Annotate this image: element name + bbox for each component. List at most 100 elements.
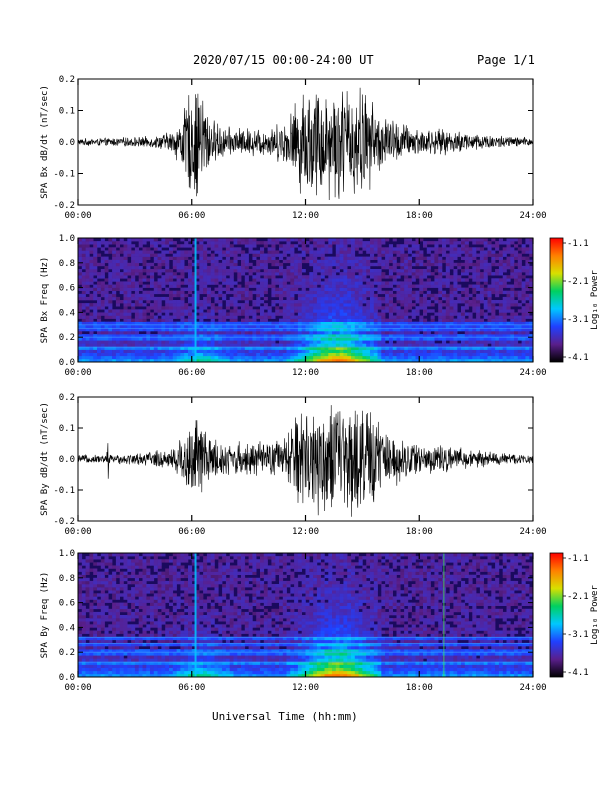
spectrogram-cell [131,281,136,285]
spectrogram-cell [157,306,162,310]
spectrogram-cell [351,337,356,341]
spectrogram-cell [218,358,223,362]
spectrogram-cell [313,349,318,353]
spectrogram-cell [491,306,496,310]
spectrogram-cell [184,256,189,260]
spectrogram-cell [138,303,143,307]
spectrogram-cell [100,584,105,588]
spectrogram-cell [301,327,306,332]
spectrogram-cell [335,300,340,304]
spectrogram-cell [438,250,443,254]
spectrogram-cell [476,241,481,245]
spectrogram-cell [100,642,105,647]
spectrogram-cell [426,346,431,350]
spectrogram-cell [525,306,530,310]
spectrogram-cell [430,337,435,341]
spectrogram-cell [112,553,117,557]
spectrogram-cell [332,327,337,332]
spectrogram-cell [438,303,443,307]
spectrogram-cell [453,272,458,276]
spectrogram-cell [449,343,454,347]
spectrogram-cell [335,349,340,353]
spectrogram-cell [89,259,94,264]
spectrogram-cell [214,265,219,270]
spectrogram-cell [191,331,196,335]
spectrogram-cell [411,358,416,362]
spectrogram-cell [381,327,386,332]
spectrogram-cell [244,306,249,310]
spectrogram-cell [407,346,412,350]
spectrogram-cell [472,265,477,270]
spectrogram-cell [279,309,284,313]
spectrogram-cell [373,256,378,260]
spectrogram-cell [430,340,435,344]
spectrogram-cell [438,327,443,332]
spectrogram-cell [241,343,246,347]
spectrogram-cell [324,244,329,248]
spectrogram-cell [411,253,416,257]
spectrogram-cell [366,259,371,264]
spectrogram-cell [195,340,200,344]
spectrogram-cell [225,303,230,307]
spectrogram-cell [131,646,136,650]
spectrogram-cell [324,324,329,329]
spectrogram-cell [495,340,500,344]
spectrogram-cell [81,605,86,610]
spectrogram-cell [153,615,158,619]
spectrogram-cell [354,309,359,313]
spectrogram-cell [529,287,533,291]
spectrogram-cell [225,262,230,267]
spectrogram-cell [286,318,291,322]
spectrogram-cell [115,667,120,672]
spectrogram-cell [85,649,90,653]
spectrogram-cell [385,303,390,307]
spectrogram-cell [351,324,356,329]
spectrogram-cell [491,327,496,332]
spectrogram-cell [260,318,265,322]
spectrogram-cell [233,290,238,295]
spectrogram-cell [191,349,196,353]
spectrogram-cell [127,627,132,631]
spectrogram-cell [328,284,333,288]
spectrogram-cell [115,562,120,566]
spectrogram-cell [442,331,447,335]
spectrogram-cell [153,340,158,344]
spectrogram-cell [138,562,143,566]
spectrogram-cell [78,346,83,350]
spectrogram-cell [377,241,382,245]
spectrogram-cell [153,605,158,610]
spectrogram-cell [131,296,136,301]
spectrogram-cell [123,318,128,322]
spectrogram-cell [241,331,246,335]
spectrogram-cell [517,253,522,257]
spectrogram-cell [419,287,424,291]
spectrogram-cell [483,290,488,295]
spectrogram-cell [142,605,147,610]
spectrogram-cell [180,281,185,285]
spectrogram-cell [324,256,329,260]
spectrogram-cell [93,630,98,634]
spectrogram-cell [134,346,139,350]
spectrogram-cell [491,315,496,319]
spectrogram-cell [165,272,170,276]
spectrogram-cell [282,300,287,304]
spectrogram-cell [297,309,302,313]
spectrogram-cell [157,636,162,641]
spectrogram-cell [127,559,132,563]
spectrogram-cell [142,334,147,338]
spectrogram-cell [347,253,352,257]
spectrogram-cell [461,327,466,332]
spectrogram-cell [263,278,268,282]
x-tick-label: 12:00 [292,368,319,378]
spectrogram-cell [256,296,261,301]
spectrogram-cell [487,241,492,245]
spectrogram-cell [210,346,215,350]
spectrogram-cell [430,303,435,307]
spectrogram-cell [457,318,462,322]
spectrogram-cell [218,269,223,273]
spectrogram-cell [150,584,155,588]
spectrogram-cell [449,262,454,267]
spectrogram-cell [115,309,120,313]
spectrogram-cell [104,352,109,357]
spectrogram-cell [131,343,136,347]
